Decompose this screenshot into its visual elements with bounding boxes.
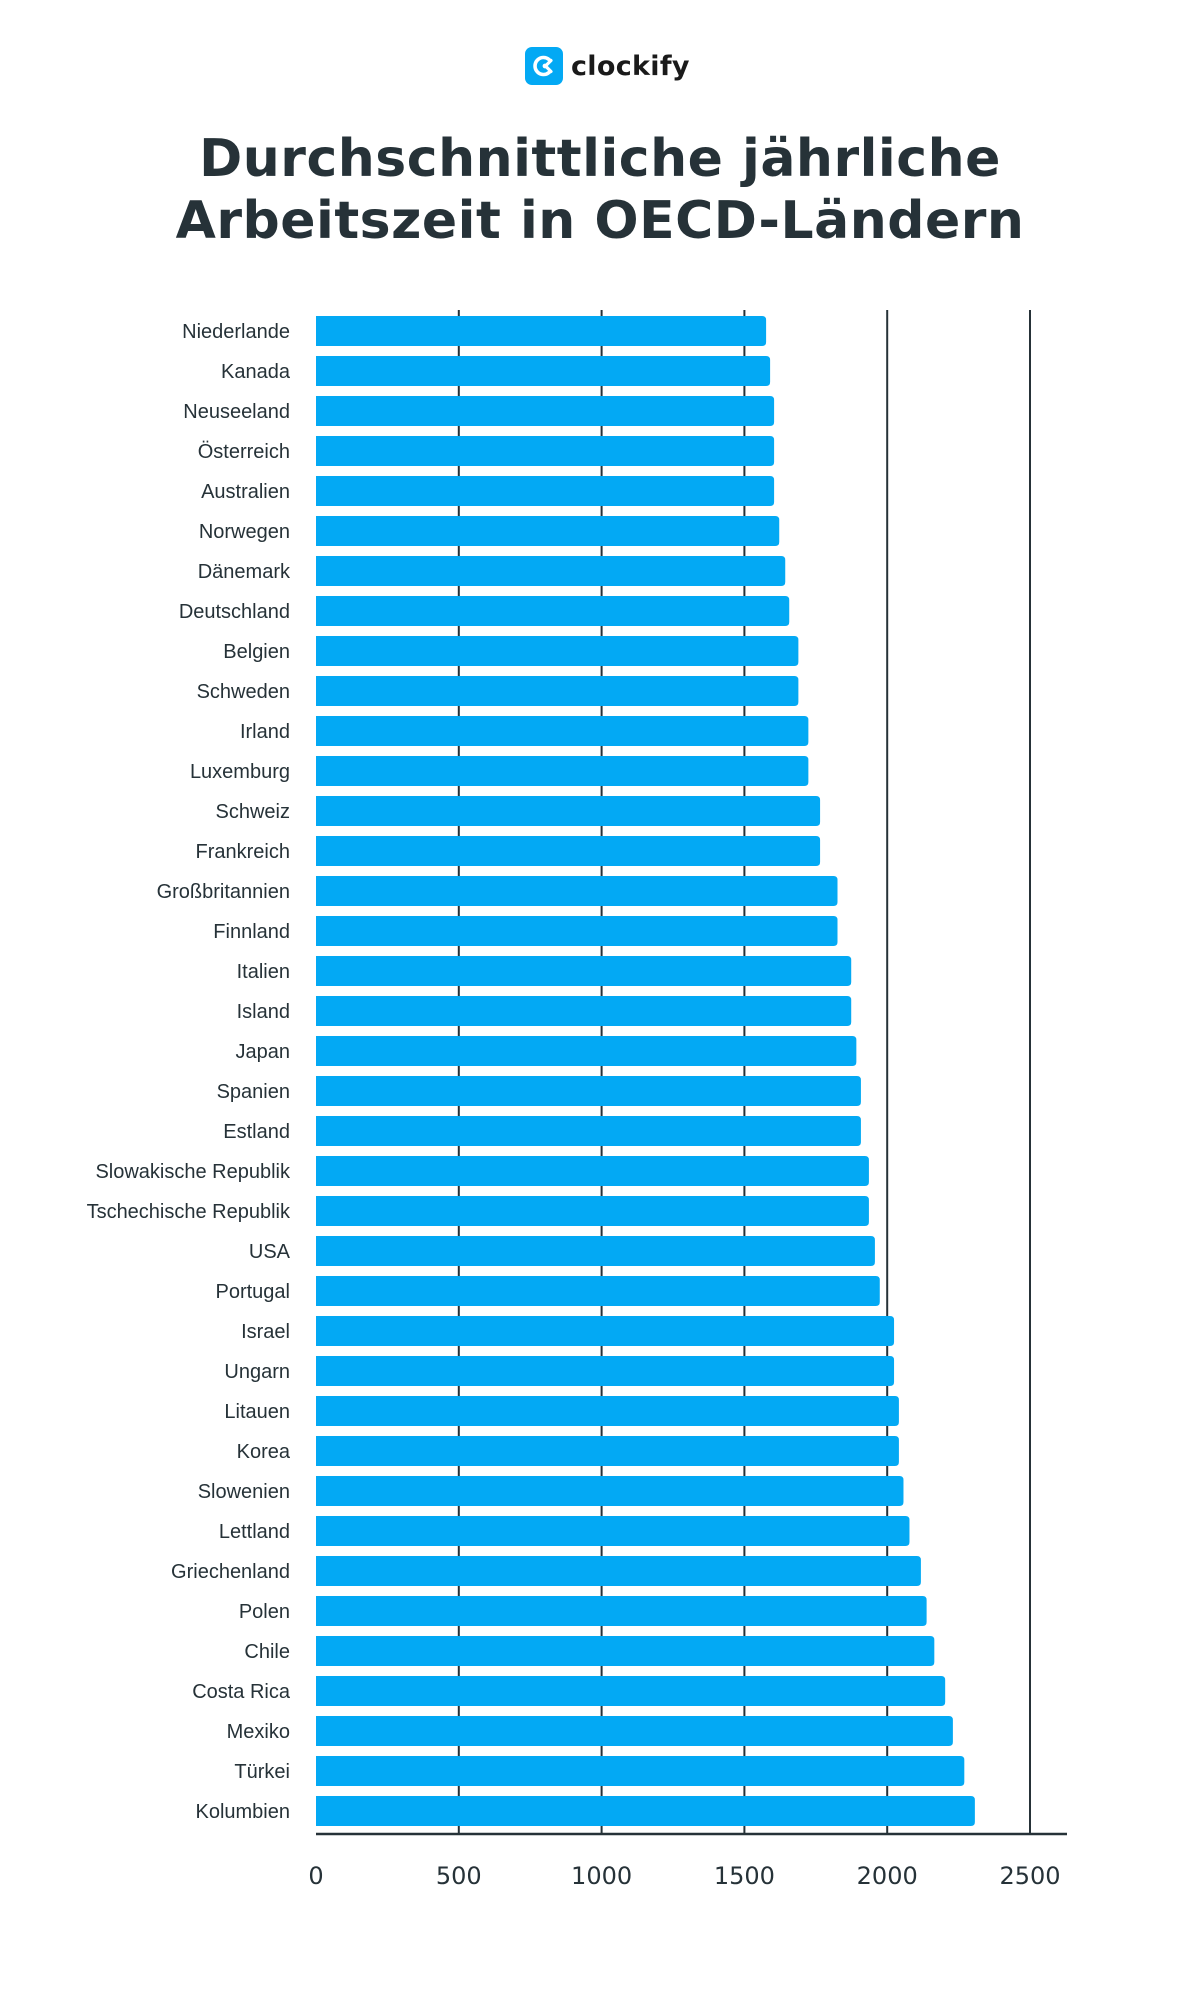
bar-korea (316, 1436, 899, 1466)
bar-türkei (316, 1756, 965, 1786)
category-label: Polen (239, 1601, 290, 1623)
category-label: Japan (236, 1041, 291, 1063)
clockify-logo: clockify (525, 47, 690, 85)
bar-tschechische-republik (316, 1196, 869, 1226)
bar-luxemburg (316, 756, 809, 786)
bar-lettland (316, 1516, 910, 1546)
bar-griechenland (316, 1556, 921, 1586)
bar-belgien (316, 636, 799, 666)
clockify-wordmark: clockify (571, 50, 690, 82)
category-label: Ungarn (224, 1361, 290, 1383)
category-label: Mexiko (227, 1721, 290, 1743)
category-label: Slowakische Republik (95, 1161, 291, 1183)
x-tick-label: 2000 (857, 1862, 918, 1890)
x-tick-label: 500 (436, 1862, 482, 1890)
x-tick-label: 2500 (999, 1862, 1060, 1890)
category-label: Italien (237, 961, 290, 983)
x-tick-label: 1000 (571, 1862, 632, 1890)
category-label: Lettland (219, 1521, 290, 1543)
category-label: Frankreich (196, 841, 290, 863)
clockify-logo-icon (525, 47, 563, 85)
bar-schweiz (316, 796, 821, 826)
bar-deutschland (316, 596, 790, 626)
category-label: Litauen (224, 1401, 290, 1423)
category-label: Neuseeland (183, 401, 290, 423)
bar-japan (316, 1036, 857, 1066)
bar-costa-rica (316, 1676, 946, 1706)
chart-title-line-2: Arbeitszeit in OECD-Ländern (175, 191, 1025, 251)
category-label: Portugal (216, 1281, 291, 1303)
category-label: Australien (201, 481, 290, 503)
bar-österreich (316, 436, 775, 466)
category-label: Costa Rica (192, 1681, 291, 1703)
category-label: Norwegen (199, 521, 290, 543)
bar-australien (316, 476, 775, 506)
category-label: Korea (237, 1441, 291, 1463)
bar-chile (316, 1636, 935, 1666)
category-label: Kanada (221, 361, 291, 383)
bar-kolumbien (316, 1796, 975, 1826)
category-label: Deutschland (179, 601, 290, 623)
category-label: Slowenien (198, 1481, 290, 1503)
category-label: Estland (223, 1121, 290, 1143)
bar-slowakische-republik (316, 1156, 869, 1186)
bar-israel (316, 1316, 895, 1346)
bar-usa (316, 1236, 875, 1266)
bar-spanien (316, 1076, 861, 1106)
category-label: Schweiz (216, 801, 290, 823)
category-label: Kolumbien (195, 1801, 290, 1823)
category-label: USA (249, 1241, 291, 1263)
bar-polen (316, 1596, 927, 1626)
bar-ungarn (316, 1356, 895, 1386)
category-label: Dänemark (198, 561, 291, 583)
bar-norwegen (316, 516, 780, 546)
bar-finnland (316, 916, 838, 946)
bar-slowenien (316, 1476, 904, 1506)
category-label: Luxemburg (190, 761, 290, 783)
category-label: Schweden (197, 681, 290, 703)
category-label: Tschechische Republik (87, 1201, 291, 1223)
bar-portugal (316, 1276, 880, 1306)
bar-island (316, 996, 852, 1026)
bar-litauen (316, 1396, 899, 1426)
bar-irland (316, 716, 809, 746)
category-label: Finnland (213, 921, 290, 943)
category-label: Großbritannien (157, 881, 290, 903)
category-label: Griechenland (171, 1561, 290, 1583)
bar-frankreich (316, 836, 821, 866)
category-label: Irland (240, 721, 290, 743)
bar-italien (316, 956, 852, 986)
x-tick-label: 1500 (714, 1862, 775, 1890)
bar-großbritannien (316, 876, 838, 906)
chart-title: Durchschnittliche jährliche Arbeitszeit … (0, 128, 1200, 252)
bar-dänemark (316, 556, 786, 586)
category-label: Türkei (234, 1761, 290, 1783)
category-label: Chile (244, 1641, 290, 1663)
bar-mexiko (316, 1716, 953, 1746)
bar-kanada (316, 356, 771, 386)
category-label: Israel (241, 1321, 290, 1343)
category-label: Österreich (198, 441, 290, 463)
bar-schweden (316, 676, 799, 706)
category-label: Niederlande (182, 321, 290, 343)
category-label: Spanien (217, 1081, 290, 1103)
bar-estland (316, 1116, 861, 1146)
bar-neuseeland (316, 396, 775, 426)
bar-niederlande (316, 316, 767, 346)
chart-title-line-1: Durchschnittliche jährliche (199, 129, 1001, 189)
category-label: Belgien (223, 641, 290, 663)
x-tick-label: 0 (308, 1862, 323, 1890)
category-label: Island (237, 1001, 290, 1023)
